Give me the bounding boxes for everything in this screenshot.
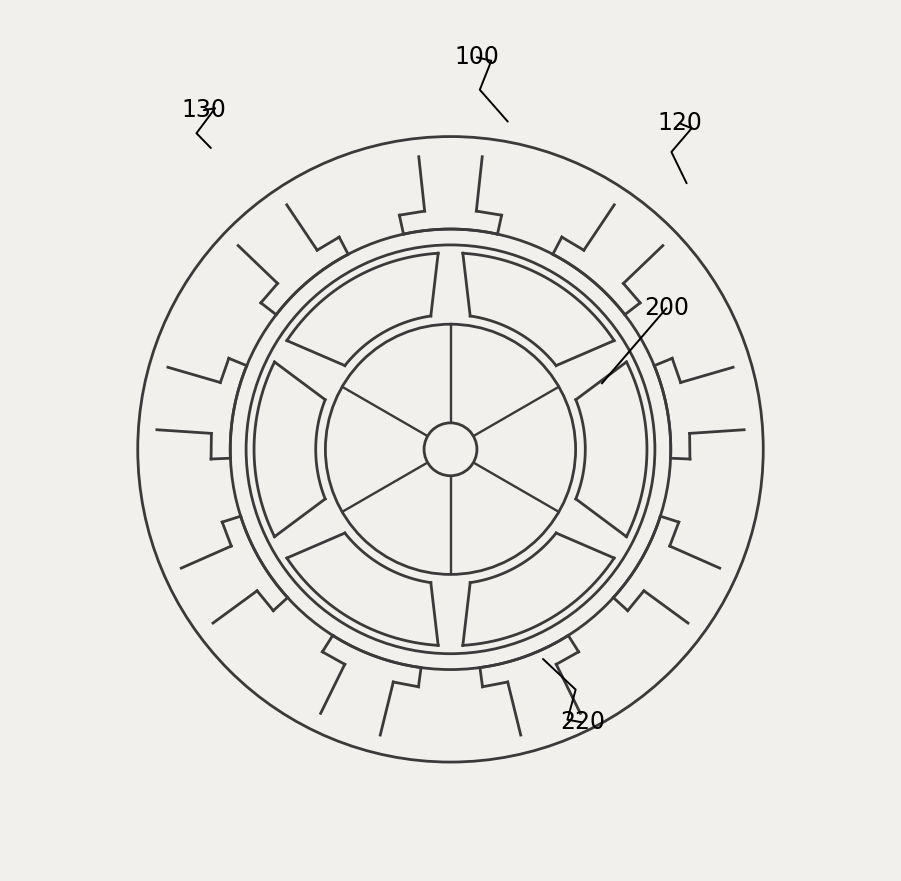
Text: 130: 130 (181, 98, 226, 122)
Text: 200: 200 (644, 296, 689, 321)
Text: 120: 120 (657, 111, 702, 136)
Text: 220: 220 (560, 710, 605, 735)
Text: 100: 100 (454, 45, 499, 70)
